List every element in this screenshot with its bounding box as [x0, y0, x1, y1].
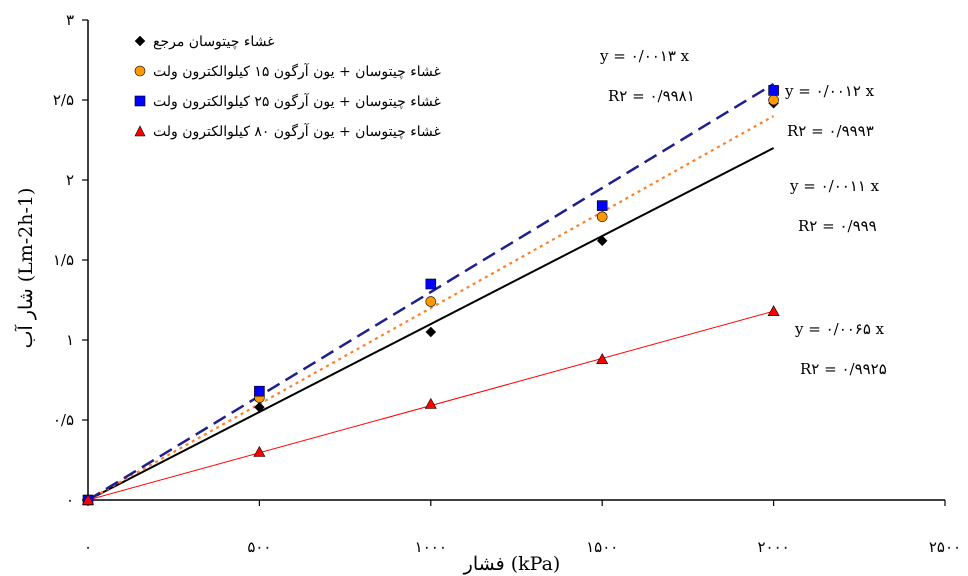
legend-label: غشاء چیتوسان + یون آرگون ۲۵ کیلوالکترون … — [153, 92, 441, 110]
equation-series-2: y = ۰/۰۰۱۲ x — [784, 82, 875, 100]
data-point-series-2 — [596, 211, 608, 223]
x-tick-label: ۵۰۰ — [247, 538, 271, 556]
y-tick-label: ۲/۵ — [53, 91, 74, 109]
trend-line-series-2 — [87, 115, 775, 501]
equation-series-1: y = ۰/۰۰۱۱ x — [789, 177, 880, 195]
data-point-series-4 — [81, 493, 95, 505]
data-point-series-3 — [254, 385, 265, 397]
trendline-equations: y = ۰/۰۰۱۳ x R۲ = ۰/۹۹۸۱ y = ۰/۰۰۱۲ x R۲… — [599, 47, 887, 378]
axis-ticks: ۰ ۵۰۰ ۱۰۰۰ ۱۵۰۰ ۲۰۰۰ ۲۵۰۰ ۰ ۰/۵ ۱ ۱/۵ ۲ ۲/۵ ۳ — [53, 11, 961, 556]
r2-series-2: R۲ = ۰/۹۹۹۳ — [787, 122, 874, 140]
data-point-series-2 — [425, 296, 437, 307]
y-tick-label: ۰ — [66, 491, 74, 509]
r2-series-4: R۲ = ۰/۹۹۲۵ — [800, 360, 887, 378]
r2-series-3: R۲ = ۰/۹۹۸۱ — [608, 87, 695, 105]
r2-series-1: R۲ = ۰/۹۹۹ — [798, 217, 877, 235]
legend-label: غشاء چیتوسان + یون آرگون ۸۰ کیلوالکترون … — [153, 122, 441, 140]
equation-series-4: y = ۰/۰۰۶۵ x — [794, 320, 885, 338]
legend: غشاء چیتوسان مرجع غشاء چیتوسان + یون آرگ… — [134, 34, 441, 140]
y-tick-label: ۰/۵ — [53, 411, 74, 429]
x-tick-label: ۲۵۰۰ — [929, 538, 961, 556]
data-point-series-4 — [767, 305, 780, 316]
legend-label: غشاء چیتوسان مرجع — [153, 34, 275, 50]
trend-line-series-1 — [87, 147, 775, 501]
trend-lines — [87, 82, 775, 502]
trend-line-series-3 — [87, 82, 775, 502]
legend-item: غشاء چیتوسان + یون آرگون ۱۵ کیلوالکترون … — [134, 62, 441, 80]
data-point-series-2 — [768, 94, 779, 106]
y-axis-title: شار آب (Lm-2h-1) — [14, 188, 37, 349]
legend-marker-triangle — [134, 125, 146, 137]
data-point-series-1 — [425, 326, 437, 338]
data-point-series-4 — [253, 445, 266, 457]
legend-marker-square — [134, 95, 146, 107]
legend-item: غشاء چیتوسان + یون آرگون ۸۰ کیلوالکترون … — [134, 122, 441, 140]
y-tick-label: ۳ — [66, 11, 74, 29]
data-point-series-3 — [768, 85, 779, 96]
x-tick-label: ۲۰۰۰ — [757, 538, 789, 556]
data-points — [81, 85, 780, 506]
data-point-series-3 — [596, 200, 608, 211]
legend-item: غشاء چیتوسان + یون آرگون ۲۵ کیلوالکترون … — [134, 92, 441, 110]
legend-marker-circle — [134, 65, 146, 77]
data-point-series-1 — [596, 235, 608, 247]
data-point-series-4 — [596, 353, 609, 364]
legend-item: غشاء چیتوسان مرجع — [134, 34, 275, 50]
legend-marker-diamond — [134, 35, 146, 47]
x-axis-title: فشار (kPa) — [463, 553, 561, 575]
x-tick-label: ۰ — [84, 538, 92, 556]
equation-series-3: y = ۰/۰۰۱۳ x — [599, 47, 690, 65]
x-tick-label: ۱۰۰۰ — [415, 538, 447, 556]
y-tick-label: ۱/۵ — [53, 251, 74, 269]
legend-label: غشاء چیتوسان + یون آرگون ۱۵ کیلوالکترون … — [153, 62, 441, 80]
y-tick-label: ۱ — [66, 331, 74, 349]
data-point-series-1 — [254, 401, 265, 413]
data-point-series-3 — [425, 278, 437, 290]
data-point-series-4 — [424, 397, 437, 409]
x-tick-label: ۱۵۰۰ — [586, 538, 618, 556]
y-tick-label: ۲ — [66, 171, 74, 189]
